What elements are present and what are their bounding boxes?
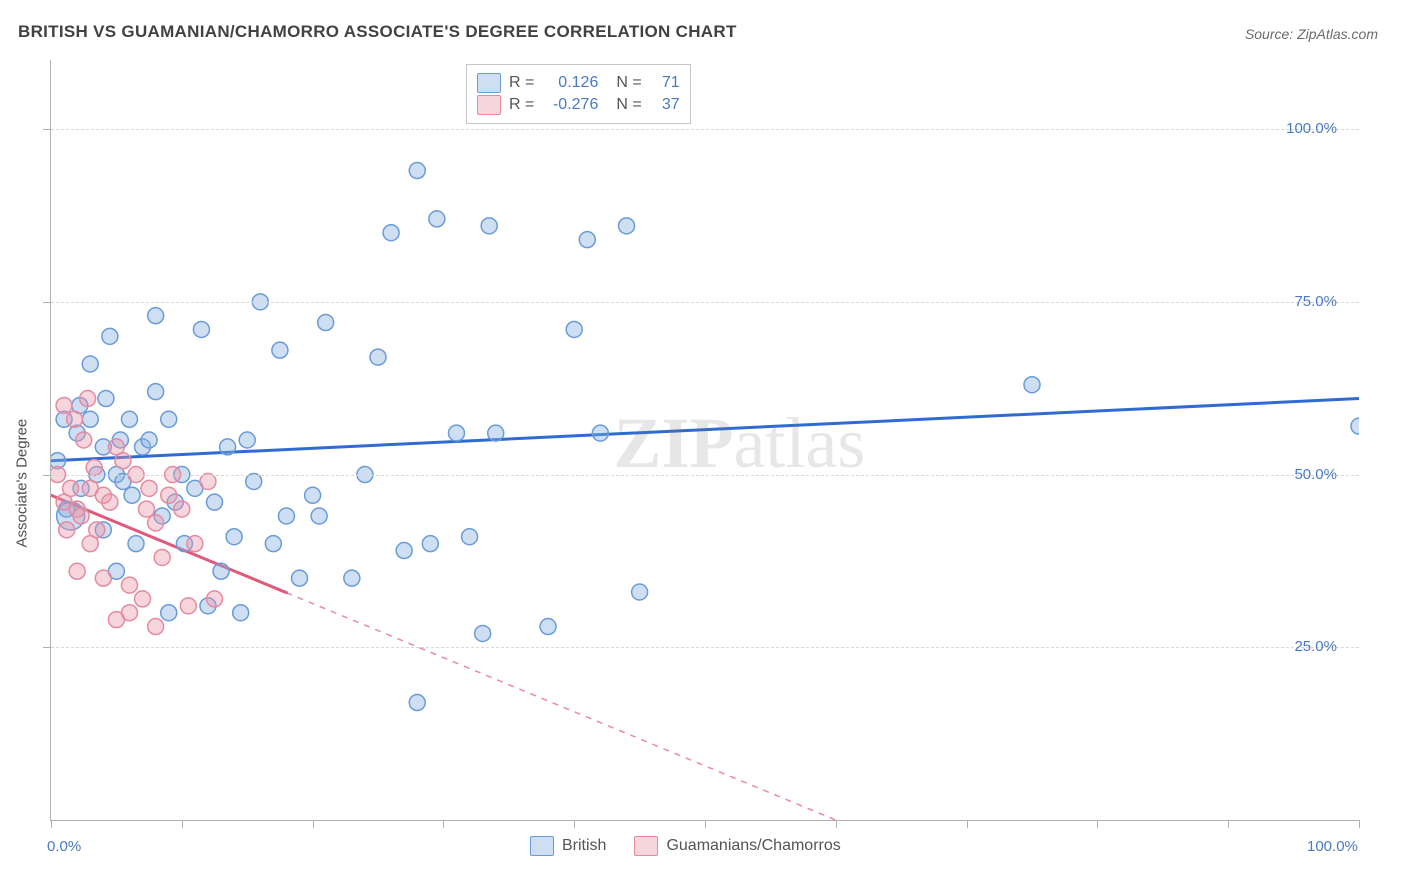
x-tick-mark — [574, 820, 575, 828]
x-tick-mark — [836, 820, 837, 828]
x-tick-mark — [1359, 820, 1360, 828]
legend-correlation: R = 0.126 N = 71 R = -0.276 N = 37 — [466, 64, 691, 124]
legend-n-label: N = — [616, 96, 641, 114]
chart-title: BRITISH VS GUAMANIAN/CHAMORRO ASSOCIATE'… — [18, 22, 737, 42]
x-tick-label: 100.0% — [1307, 838, 1358, 855]
legend-r-value: -0.276 — [542, 96, 598, 114]
grid-line — [51, 475, 1359, 476]
legend-r-label: R = — [509, 96, 534, 114]
x-tick-mark — [705, 820, 706, 828]
legend-correlation-row: R = -0.276 N = 37 — [477, 95, 680, 115]
x-tick-mark — [1228, 820, 1229, 828]
y-tick-mark — [43, 475, 51, 476]
y-tick-mark — [43, 647, 51, 648]
x-tick-mark — [182, 820, 183, 828]
grid-line — [51, 302, 1359, 303]
x-tick-mark — [313, 820, 314, 828]
legend-series-item: Guamanians/Chamorros — [634, 836, 840, 856]
legend-swatch — [634, 836, 658, 856]
source-attribution: Source: ZipAtlas.com — [1245, 26, 1378, 42]
legend-series: British Guamanians/Chamorros — [530, 836, 841, 856]
y-tick-label: 50.0% — [1294, 466, 1337, 483]
y-axis-label: Associate's Degree — [14, 419, 31, 548]
y-tick-mark — [43, 302, 51, 303]
y-tick-label: 100.0% — [1286, 120, 1337, 137]
x-tick-mark — [1097, 820, 1098, 828]
legend-swatch — [477, 73, 501, 93]
y-tick-mark — [43, 129, 51, 130]
legend-series-label: Guamanians/Chamorros — [666, 837, 840, 855]
legend-r-label: R = — [509, 74, 534, 92]
legend-r-value: 0.126 — [542, 74, 598, 92]
legend-n-value: 37 — [650, 96, 680, 114]
grid-line — [51, 129, 1359, 130]
legend-correlation-row: R = 0.126 N = 71 — [477, 73, 680, 93]
plot-area: ZIPatlas R =0.126N =71R =-0.276N =37 25.… — [50, 60, 1359, 821]
legend-swatch — [530, 836, 554, 856]
chart-svg — [51, 60, 1359, 820]
legend-series-label: British — [562, 837, 606, 855]
legend-n-value: 71 — [650, 74, 680, 92]
grid-line — [51, 647, 1359, 648]
legend-n-label: N = — [616, 74, 641, 92]
x-tick-mark — [967, 820, 968, 828]
y-tick-label: 25.0% — [1294, 638, 1337, 655]
x-tick-mark — [443, 820, 444, 828]
x-tick-mark — [51, 820, 52, 828]
legend-series-item: British — [530, 836, 606, 856]
y-tick-label: 75.0% — [1294, 293, 1337, 310]
legend-swatch — [477, 95, 501, 115]
x-tick-label: 0.0% — [47, 838, 81, 855]
